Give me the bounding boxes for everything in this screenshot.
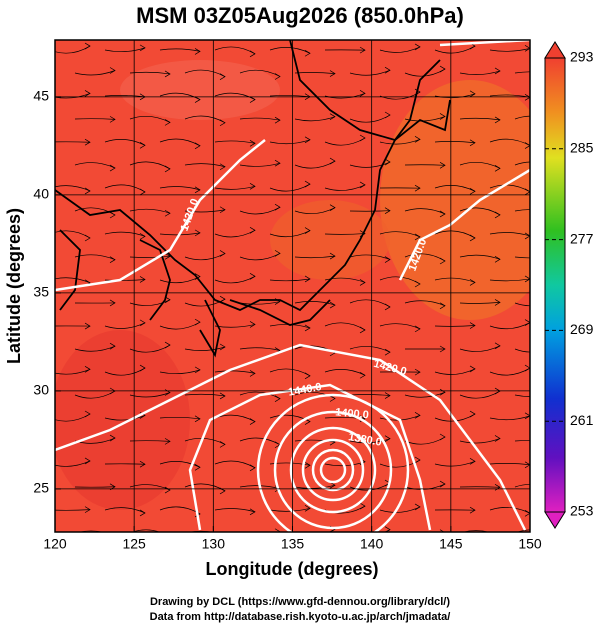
colorbar-extend-top [545,42,565,58]
colorbar-tick-label: 253 [570,503,594,519]
colorbar-tick-label: 261 [570,412,594,428]
x-tick-label: 150 [518,536,542,552]
x-tick-label: 140 [360,536,384,552]
colorbar [545,58,565,512]
arrow-head [110,533,115,539]
arrow-head [550,534,555,540]
colorbar-tick-label: 285 [570,140,594,156]
y-tick-label: 45 [33,88,49,104]
x-tick-label: 130 [202,536,226,552]
arrow-head [495,533,500,539]
y-tick-label: 25 [33,480,49,496]
colorbar-tick-label: 269 [570,321,594,337]
x-tick-label: 125 [122,536,146,552]
y-tick-label: 40 [33,186,49,202]
colorbar-extend-bottom [545,512,565,528]
x-tick-label: 120 [43,536,67,552]
colorbar-tick-label: 277 [570,230,594,246]
title: MSM 03Z05Aug2026 (850.0hPa) [136,3,464,28]
x-tick-label: 135 [281,536,305,552]
colorbar-tick-label: 293 [570,49,594,65]
y-tick-label: 30 [33,382,49,398]
x-tick-label: 145 [439,536,463,552]
y-axis-label: Latitude (degrees) [4,208,24,364]
footer: Data from http://database.rish.kyoto-u.a… [150,611,451,623]
arrow-head [165,534,170,540]
warm-patch [380,80,560,320]
footer: Drawing by DCL (https://www.gfd-dennou.o… [150,596,450,608]
streamline [405,533,445,534]
cool-patch [120,60,280,120]
x-axis-label: Longitude (degrees) [205,559,378,579]
y-tick-label: 35 [33,284,49,300]
